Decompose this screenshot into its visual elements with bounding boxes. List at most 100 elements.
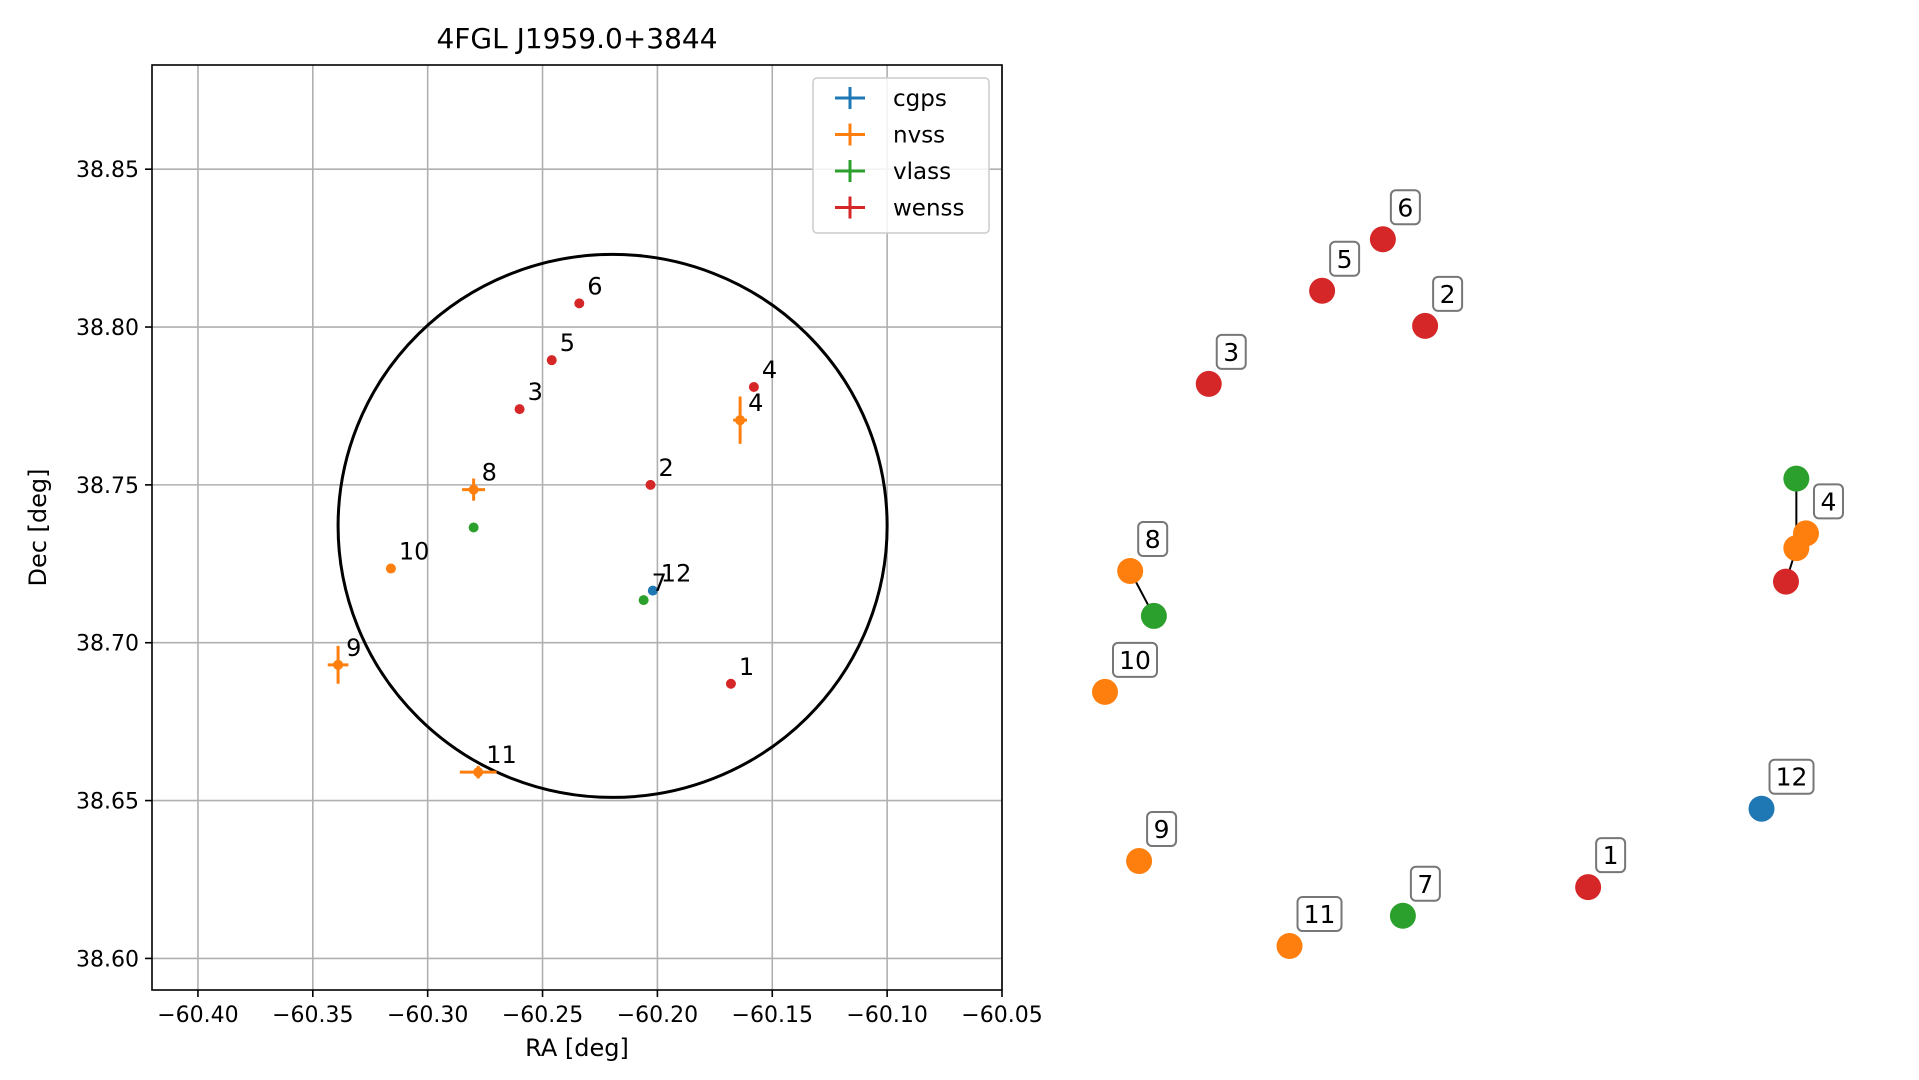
source-nvss-10: 10 (385, 538, 430, 574)
x-tick-label: −60.15 (732, 1003, 813, 1028)
source-wenss-3: 3 (514, 378, 543, 415)
label-box-text: 11 (1304, 900, 1336, 929)
label-box-text: 9 (1154, 815, 1170, 844)
label-box (1409, 865, 1441, 902)
label-box-text: 2 (1440, 280, 1456, 309)
point-label: 11 (486, 741, 517, 769)
label-point-4: 4 (1792, 483, 1844, 547)
label-point-9: 9 (1126, 811, 1178, 875)
point-label: 8 (482, 459, 497, 487)
axes-border (151, 64, 1003, 991)
source-nvss-8: 8 (462, 459, 497, 501)
localization-ellipse (336, 252, 889, 799)
label-point-unlabeled (1783, 465, 1810, 492)
label-point-7: 7 (1389, 865, 1441, 929)
point-label: 2 (659, 454, 674, 482)
label-box (1432, 275, 1464, 312)
y-tick-label: 38.65 (76, 790, 139, 815)
point-marker (748, 382, 759, 393)
label-box-text: 6 (1397, 193, 1413, 222)
label-point-marker (1117, 557, 1144, 584)
legend-box (812, 77, 990, 234)
legend-entry-nvss: nvss (835, 123, 945, 149)
label-point-unlabeled (1772, 568, 1799, 595)
y-tick-label: 38.60 (76, 947, 139, 972)
point-label: 1 (739, 653, 754, 681)
point-label: 3 (528, 378, 543, 406)
point-marker (647, 585, 658, 596)
source-wenss-5: 5 (546, 329, 575, 366)
point-marker (645, 479, 656, 490)
point-label: 5 (560, 329, 575, 357)
legend-label: cgps (893, 86, 947, 112)
source-cgps-12: 12 (647, 560, 692, 596)
label-box (1296, 896, 1343, 932)
source-wenss-2: 2 (645, 454, 674, 490)
label-box-text: 5 (1337, 245, 1353, 274)
y-axis-label: Dec [deg] (24, 468, 52, 586)
plot-title: 4FGL J1959.0+3844 (436, 22, 717, 55)
label-point-marker (1748, 795, 1775, 822)
label-point-8: 8 (1117, 520, 1169, 584)
source-nvss-11: 11 (459, 741, 517, 779)
point-label: 4 (762, 356, 777, 384)
source-wenss-6: 6 (574, 272, 603, 309)
label-box (1112, 641, 1158, 678)
label-point-unlabeled (1140, 602, 1167, 629)
label-point-marker (1772, 568, 1799, 595)
label-point-marker (1195, 370, 1222, 397)
label-point-marker (1140, 602, 1167, 629)
label-point-marker (1412, 312, 1439, 339)
label-point-marker (1783, 465, 1810, 492)
label-point-2: 2 (1412, 275, 1464, 339)
x-tick-label: −60.40 (157, 1003, 238, 1028)
label-box (1595, 837, 1627, 874)
point-marker (333, 659, 344, 670)
point-label: 12 (661, 560, 692, 588)
label-box (1329, 240, 1361, 277)
x-tick-label: −60.05 (961, 1003, 1042, 1028)
legend-entry-vlass: vlass (835, 159, 951, 185)
legend-label: nvss (893, 123, 945, 149)
y-tick-label: 38.75 (76, 474, 139, 499)
y-axis-ticks: 38.60 38.65 38.70 38.75 38.80 38.85 (76, 158, 152, 972)
point-marker (473, 767, 484, 778)
x-axis-ticks: −60.40 −60.35 −60.30 −60.25 −60.20 −60.15 −60.… (157, 990, 1043, 1028)
x-axis-label: RA [deg] (525, 1034, 629, 1062)
point-marker (574, 298, 585, 309)
point-marker (735, 415, 746, 426)
connector-lines (1129, 478, 1798, 617)
y-tick-label: 38.85 (76, 158, 139, 183)
label-point-11: 11 (1276, 896, 1343, 959)
point-label: 9 (346, 634, 361, 662)
legend-entry-wenss: wenss (835, 196, 965, 222)
x-tick-label: −60.25 (502, 1003, 583, 1028)
label-box-text: 4 (1821, 487, 1837, 516)
legend-entry-cgps: cgps (835, 86, 947, 112)
label-point-marker (1309, 277, 1336, 304)
label-box-text: 3 (1223, 338, 1239, 367)
legend-label: vlass (893, 159, 951, 185)
source-nvss-4: 4 (733, 389, 763, 444)
x-tick-label: −60.20 (617, 1003, 698, 1028)
label-point-5: 5 (1309, 240, 1361, 304)
point-marker (546, 355, 557, 366)
label-box (1768, 758, 1815, 795)
label-box-text: 1 (1603, 841, 1619, 870)
label-box-text: 10 (1119, 646, 1151, 675)
x-tick-label: −60.10 (846, 1003, 927, 1028)
label-point-marker (1389, 902, 1416, 929)
point-label: 10 (399, 538, 430, 566)
point-marker (725, 678, 736, 689)
label-point-marker (1126, 848, 1153, 875)
point-marker (514, 404, 525, 415)
source-wenss-4: 4 (748, 356, 777, 393)
label-layout-panel: 6 5 2 3 4 8 10 12 9 1 7 11 (1092, 189, 1844, 959)
label-point-marker (1783, 535, 1810, 562)
source-vlass-7: 7 (638, 569, 667, 606)
label-point-marker (1575, 874, 1602, 901)
axes-frame (151, 64, 1003, 991)
label-point-6: 6 (1369, 189, 1421, 253)
label-point-3: 3 (1195, 333, 1247, 397)
label-point-12: 12 (1748, 758, 1815, 822)
